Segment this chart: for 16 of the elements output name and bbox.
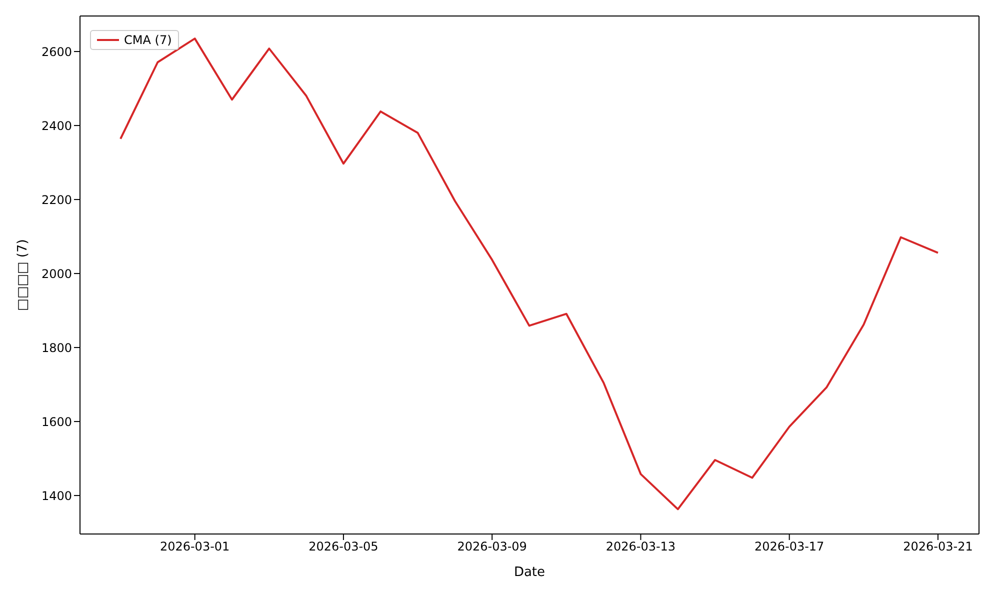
y-tick-label: 2000: [41, 266, 72, 281]
x-tick-label: 2026-03-17: [754, 540, 824, 554]
x-tick-label: 2026-03-09: [457, 540, 527, 554]
legend-label: CMA (7): [124, 33, 172, 47]
y-axis-title: □□□□ (7): [16, 239, 31, 311]
y-tick-label: 1800: [41, 340, 72, 355]
y-tick-label: 2600: [41, 44, 72, 59]
x-tick-label: 2026-03-05: [308, 540, 378, 554]
x-axis-title: Date: [514, 565, 546, 580]
x-tick-label: 2026-03-13: [606, 540, 676, 554]
x-tick-label: 2026-03-01: [160, 540, 230, 554]
x-tick-label: 2026-03-21: [903, 540, 973, 554]
y-tick-label: 1600: [41, 414, 72, 429]
y-tick-label: 1400: [41, 488, 72, 503]
y-tick-label: 2400: [41, 118, 72, 133]
y-tick-label: 2200: [41, 192, 72, 207]
